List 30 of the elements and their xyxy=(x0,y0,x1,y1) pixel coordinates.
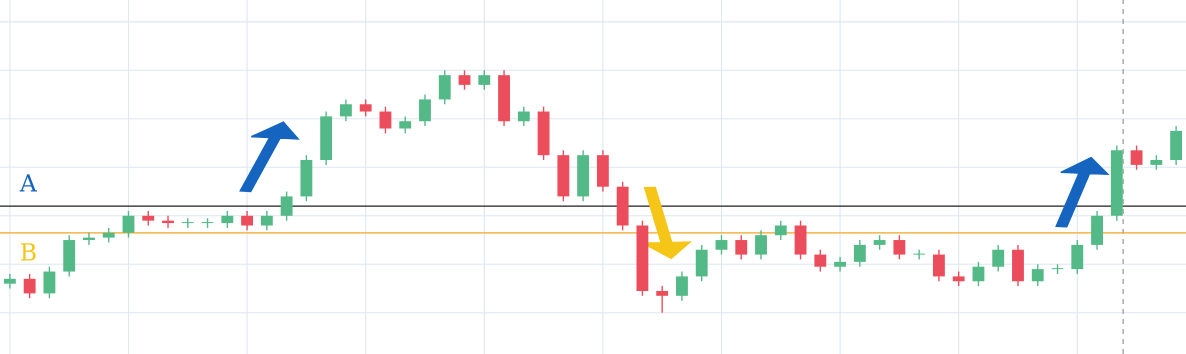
candlestick xyxy=(932,249,945,282)
candlestick xyxy=(1130,144,1143,171)
candlestick xyxy=(715,234,728,256)
candlestick xyxy=(913,249,926,261)
candlestick xyxy=(43,266,56,299)
candlestick xyxy=(260,210,273,232)
ref-line-label: A xyxy=(19,174,38,192)
candlestick xyxy=(339,98,352,122)
candlestick xyxy=(676,270,688,302)
candlestick xyxy=(656,285,669,314)
candlestick xyxy=(834,256,847,273)
candlestick xyxy=(992,244,1005,273)
candlestick xyxy=(755,229,767,261)
candlestick xyxy=(774,219,787,241)
candlestick xyxy=(3,273,16,290)
candlestick xyxy=(853,239,866,268)
candlestick xyxy=(1031,263,1044,287)
ref-line-label: B xyxy=(21,243,36,261)
candlestick xyxy=(280,190,293,222)
candlestick xyxy=(122,210,135,239)
candlestick xyxy=(814,249,827,273)
candlestick xyxy=(419,93,431,127)
candlestick xyxy=(241,210,254,232)
candlestick xyxy=(478,69,491,91)
candlestick xyxy=(893,234,906,261)
candlestick xyxy=(23,273,36,299)
candlestick xyxy=(735,234,748,261)
candlestick xyxy=(458,69,471,91)
candlestick xyxy=(517,105,530,127)
candlestick xyxy=(379,105,392,135)
